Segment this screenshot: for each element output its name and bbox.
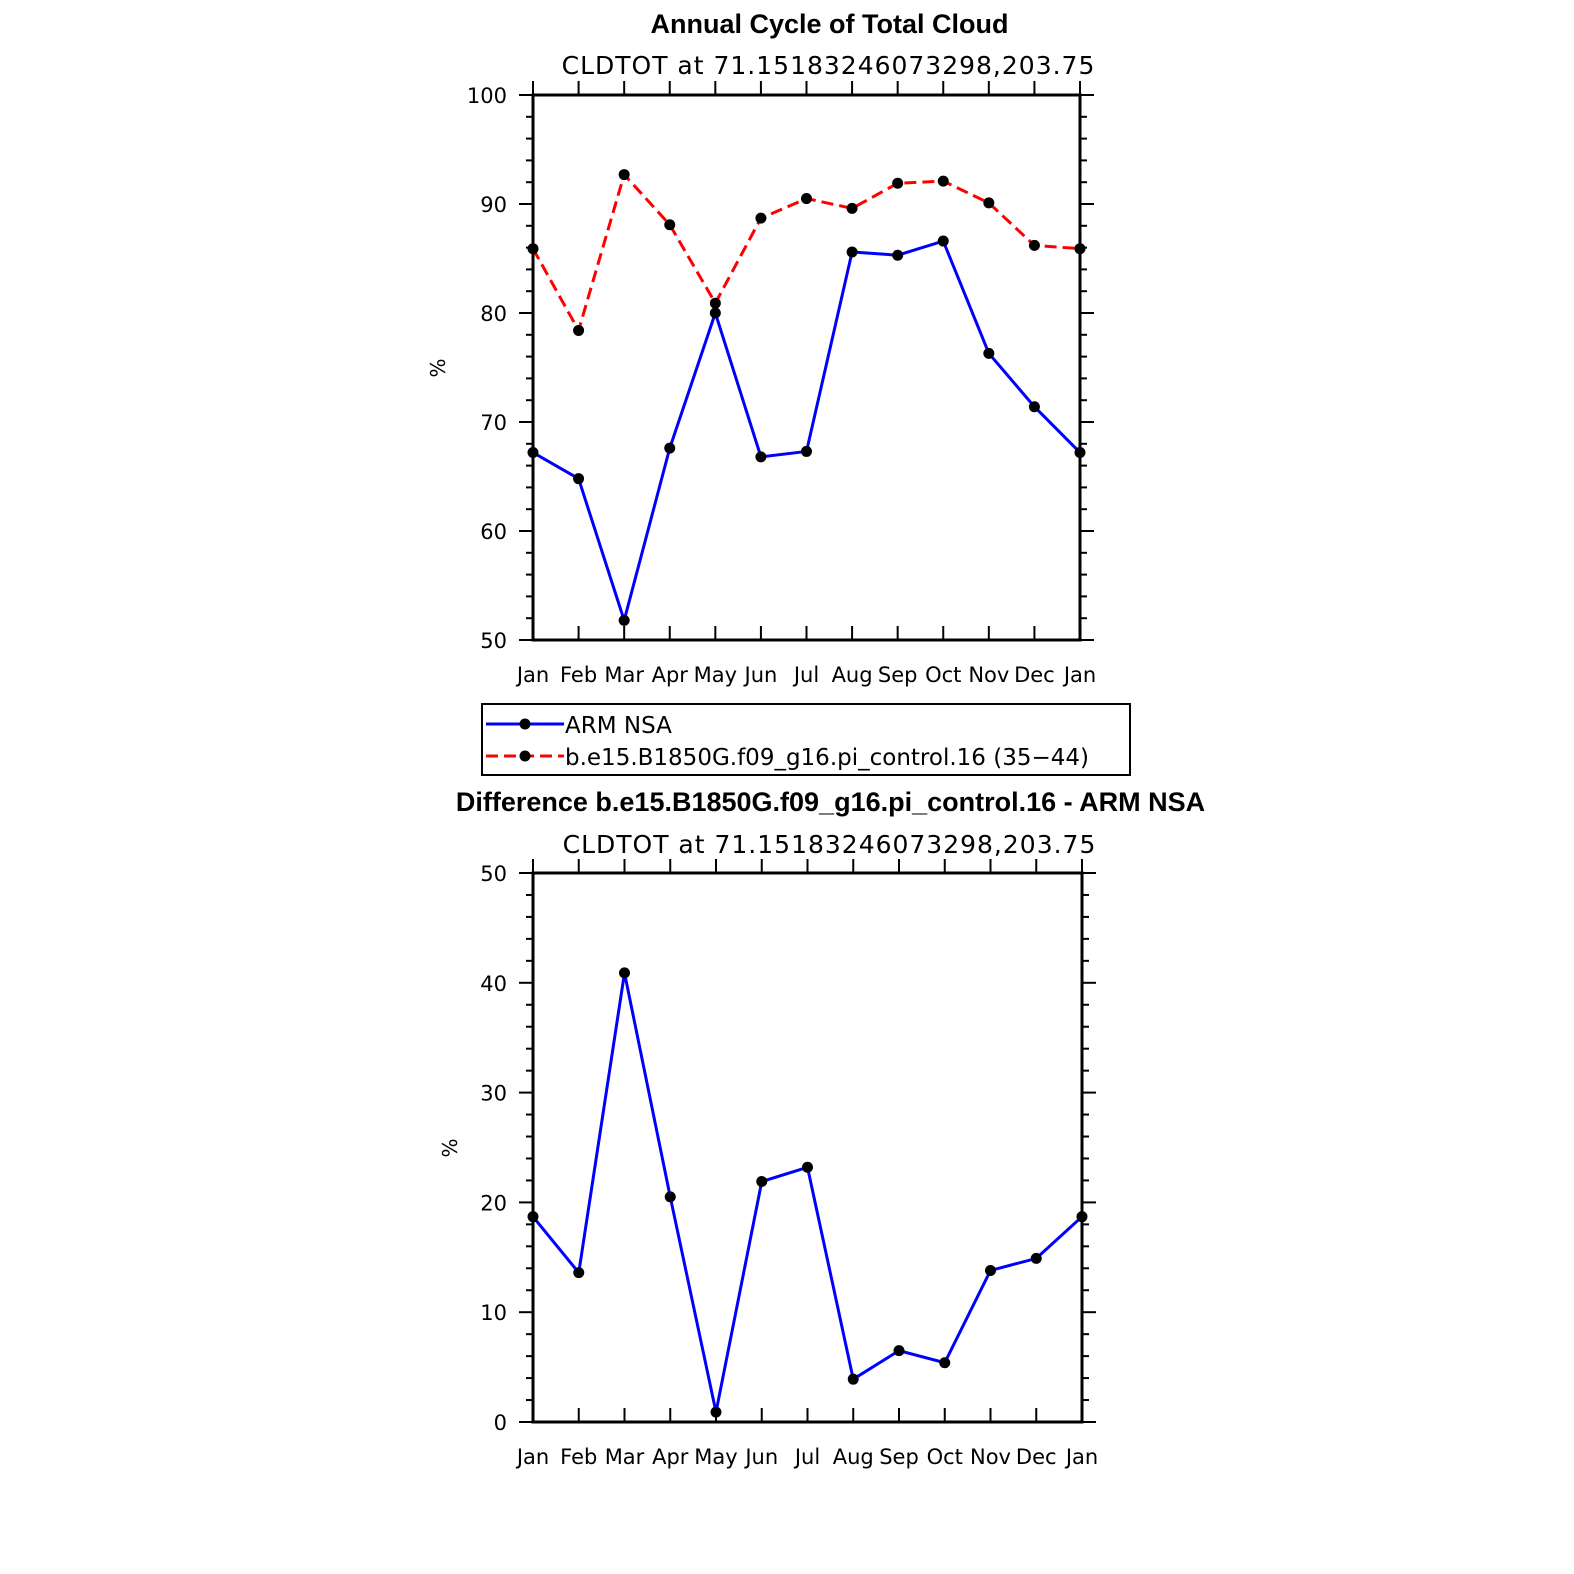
data-point	[664, 219, 676, 231]
data-point	[573, 324, 585, 336]
x-tick-label: Nov	[970, 1445, 1011, 1469]
x-tick-label: Oct	[927, 1445, 963, 1469]
data-point	[846, 246, 858, 258]
y-tick-label: 80	[480, 302, 507, 326]
legend-swatch-marker	[519, 718, 531, 730]
data-point	[983, 347, 995, 359]
x-tick-label: Jan	[1062, 663, 1096, 687]
x-tick-label: Sep	[878, 663, 918, 687]
data-point	[892, 177, 904, 189]
x-tick-label: Dec	[1016, 1445, 1057, 1469]
data-point	[937, 235, 949, 247]
data-point	[709, 307, 721, 319]
data-point	[847, 1373, 859, 1385]
data-point	[937, 175, 949, 187]
y-tick-label: 60	[480, 520, 507, 544]
data-point	[755, 451, 767, 463]
data-point	[664, 1191, 676, 1203]
data-point	[893, 1345, 905, 1357]
x-tick-label: Dec	[1014, 663, 1055, 687]
x-tick-label: Feb	[560, 663, 597, 687]
x-tick-label: Mar	[604, 663, 644, 687]
data-point	[573, 1267, 585, 1279]
data-point	[801, 445, 812, 457]
data-point	[1028, 401, 1040, 413]
legend-box	[481, 703, 1131, 776]
y-tick-label: 10	[480, 1301, 507, 1325]
data-point	[710, 1406, 722, 1418]
data-point	[527, 243, 539, 255]
x-tick-label: Aug	[832, 663, 873, 687]
data-point	[1074, 447, 1086, 459]
x-tick-label: Jun	[743, 1445, 778, 1469]
data-point	[846, 202, 858, 214]
x-tick-label: Mar	[605, 1445, 645, 1469]
data-point	[983, 197, 995, 209]
x-tick-label: Jan	[1064, 1445, 1098, 1469]
data-point	[664, 442, 676, 454]
data-point	[618, 614, 630, 626]
data-point	[756, 1176, 768, 1188]
y-tick-label: 50	[480, 862, 507, 886]
plot-frame	[531, 871, 1084, 1424]
x-tick-label: Nov	[968, 663, 1009, 687]
x-tick-label: Jul	[792, 663, 819, 687]
x-tick-label: Apr	[652, 1445, 689, 1469]
legend: ARM NSA b.e15.B1850G.f09_g16.pi_control.1…	[481, 703, 1131, 776]
data-point	[619, 967, 630, 979]
legend-entry-label: b.e15.B1850G.f09_g16.pi_control.16 (35−4…	[565, 745, 1089, 771]
x-tick-label: Jan	[515, 663, 549, 687]
series-line-0	[531, 972, 1084, 1413]
data-point	[1074, 243, 1086, 255]
data-point	[573, 473, 585, 485]
y-tick-label: 40	[480, 972, 507, 996]
data-point	[892, 249, 904, 261]
chart-title: Difference b.e15.B1850G.f09_g16.pi_contr…	[456, 787, 1205, 817]
y-tick-label: 100	[467, 84, 507, 108]
data-point	[618, 169, 630, 181]
y-tick-label: 0	[494, 1411, 507, 1435]
chart-subtitle: CLDTOT at 71.15183246073298,203.75	[562, 51, 1096, 80]
y-tick-label: 20	[480, 1191, 507, 1215]
y-axis-label: %	[438, 1138, 462, 1157]
x-tick-label: Sep	[879, 1445, 919, 1469]
data-point	[985, 1264, 996, 1276]
y-tick-label: 50	[480, 629, 507, 653]
x-tick-label: Jul	[793, 1445, 820, 1469]
series-line-0	[532, 239, 1082, 626]
data-point	[1076, 1211, 1088, 1223]
y-tick-label: 70	[480, 411, 507, 435]
x-tick-label: Oct	[925, 663, 961, 687]
data-point	[1030, 1252, 1042, 1264]
x-tick-label: Feb	[560, 1445, 597, 1469]
x-tick-label: May	[694, 1445, 737, 1469]
chart-title: Annual Cycle of Total Cloud	[650, 9, 1008, 39]
plot-frame	[531, 93, 1082, 642]
chart-subtitle: CLDTOT at 71.15183246073298,203.75	[563, 830, 1097, 859]
x-tick-label: Jun	[743, 663, 778, 687]
y-tick-label: 30	[480, 1082, 507, 1106]
data-point	[709, 297, 721, 309]
data-point	[1028, 239, 1040, 251]
legend-swatch-marker	[519, 750, 531, 762]
difference-plot: Difference b.e15.B1850G.f09_g16.pi_contr…	[438, 787, 1205, 1469]
data-point	[755, 212, 767, 224]
x-tick-label: Apr	[652, 663, 689, 687]
y-tick-label: 90	[480, 193, 507, 217]
data-point	[939, 1357, 951, 1369]
x-tick-label: Jan	[515, 1445, 549, 1469]
data-point	[802, 1161, 813, 1173]
y-axis-label: %	[426, 358, 450, 377]
x-tick-label: Aug	[833, 1445, 874, 1469]
annual-cycle-plot: Annual Cycle of Total Cloud CLDTOT at 71.…	[426, 9, 1096, 687]
legend-entry-label: ARM NSA	[565, 713, 672, 739]
data-point	[801, 193, 812, 205]
data-point	[527, 447, 539, 459]
x-tick-label: May	[694, 663, 737, 687]
data-point	[527, 1211, 539, 1223]
